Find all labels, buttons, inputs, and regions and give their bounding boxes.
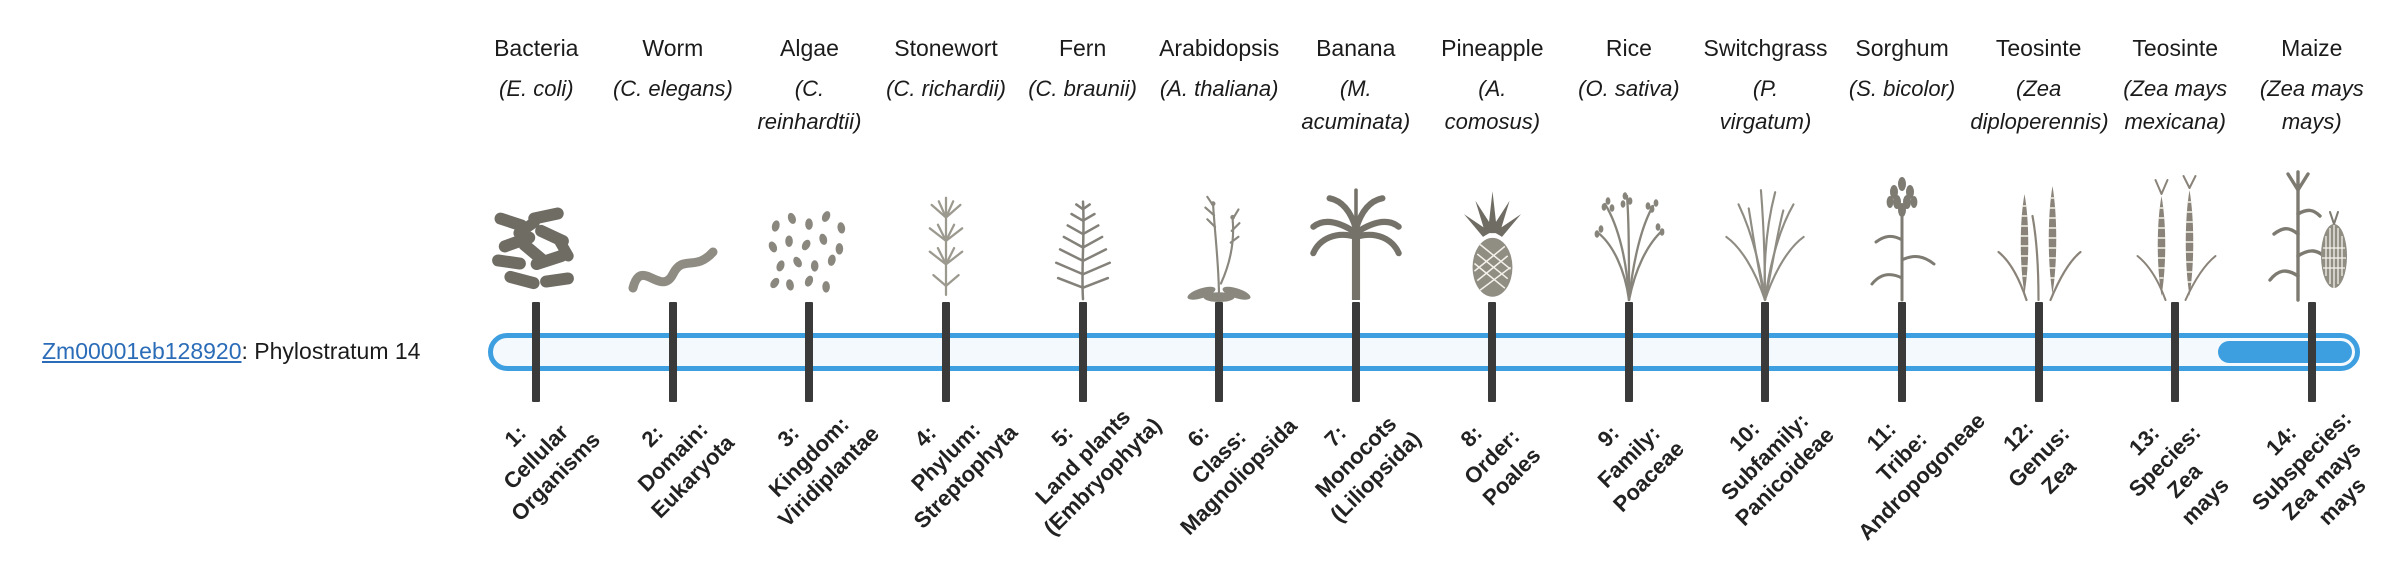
organism-name: Teosinte — [2132, 35, 2219, 61]
phylostratum-column-9: Rice (O. sativa) — [1561, 34, 1698, 574]
organism-name: Sorghum — [1855, 35, 1949, 61]
stonewort-icon — [878, 148, 1015, 302]
sorghum-icon — [1834, 148, 1971, 302]
organism-scientific-name: (O. sativa) — [1578, 76, 1680, 101]
tick-mark — [1078, 302, 1087, 402]
phylostratum-column-11: Sorghum (S. bicolor) — [1834, 34, 1990, 574]
teosinte-mexicana-icon — [2107, 148, 2244, 302]
phylostratum-column-8: Pineapple (A. comosus) — [1424, 34, 1561, 574]
organism-scientific-name: (Zea mays mexicana) — [2123, 76, 2228, 134]
organism-name: Maize — [2281, 35, 2343, 61]
tick-mark — [2171, 302, 2180, 402]
organism-name: Teosinte — [1995, 35, 2082, 61]
tick-mark — [2034, 302, 2043, 402]
stratum-label: 3: Kingdom: Viridiplantae — [763, 411, 885, 532]
organism-name: Rice — [1605, 35, 1652, 61]
organism-scientific-name: (S. bicolor) — [1848, 76, 1956, 101]
phylostratum-column-7: Banana (M. acuminata) — [1287, 34, 1425, 574]
bacteria-icon — [468, 148, 605, 302]
timeline-bar — [488, 333, 2360, 371]
phylostratum-column-6: Arabidopsis (A. thaliana) — [1151, 34, 1302, 574]
organism-scientific-name: (C. reinhardtii) — [757, 76, 862, 134]
organism-scientific-name: (Zea mays mays) — [2259, 76, 2364, 134]
organism-name: Banana — [1316, 35, 1396, 61]
rice-icon — [1561, 148, 1698, 302]
phylostratum-column-13: Teosinte (Zea mays mexicana) — [2107, 34, 2244, 574]
timeline-bar-filled-segment — [2218, 341, 2352, 363]
tick-mark — [1488, 302, 1497, 402]
organism-scientific-name: (C. elegans) — [612, 76, 733, 101]
tick-mark — [668, 302, 677, 402]
phylostratum-column-2: Worm (C. elegans) 2: Domain: Eukaryota — [605, 34, 742, 574]
phylostratum-column-1: Bacteria (E. coli) — [468, 34, 605, 574]
phylostratum-columns: Bacteria (E. coli) — [468, 34, 2380, 574]
organism-scientific-name: (E. coli) — [499, 76, 574, 101]
arabidopsis-icon — [1151, 148, 1288, 302]
stratum-label: 1: Cellular Organisms — [498, 418, 606, 527]
gene-label: Zm00001eb128920: Phylostratum 14 — [42, 338, 420, 365]
organism-name: Stonewort — [894, 35, 998, 61]
phylostratum-column-5: Fern (C. braunii) — [1014, 34, 1166, 574]
tick-mark — [532, 302, 541, 402]
teosinte-diploperennis-icon — [1970, 148, 2107, 302]
phylostratum-column-3: Algae (C. reinhardtii) — [741, 34, 884, 574]
stratum-label: 13: Species: Zea mays — [2123, 419, 2234, 530]
organism-scientific-name: (Zea diploperennis) — [1970, 76, 2109, 134]
organism-scientific-name: (C. braunii) — [1028, 76, 1137, 101]
organism-name: Bacteria — [494, 35, 579, 61]
stratum-label: 4: Phylum: Streptophyta — [905, 416, 1023, 534]
phylostratum-column-10: Switchgrass (P. virgatum) — [1697, 34, 1840, 574]
organism-name: Arabidopsis — [1159, 35, 1280, 61]
tick-mark — [1215, 302, 1224, 402]
phylostrata-timeline: Bacteria (E. coli) — [468, 34, 2380, 574]
organism-scientific-name: (C. richardii) — [886, 76, 1006, 101]
phylostratum-text: : Phylostratum 14 — [241, 338, 421, 364]
tick-mark — [2307, 302, 2316, 402]
tick-mark — [1624, 302, 1633, 402]
maize-icon — [2244, 148, 2381, 302]
tick-mark — [805, 302, 814, 402]
organism-name: Algae — [780, 35, 839, 61]
stratum-label: 7: Monocots (Liliopsida) — [1309, 410, 1426, 527]
stratum-label: 10: Subfamily: Panicoideae — [1716, 407, 1840, 531]
organism-name: Pineapple — [1441, 35, 1544, 61]
organism-scientific-name: (A. comosus) — [1444, 76, 1541, 134]
stratum-label: 9: Family: Poaceae — [1592, 420, 1689, 517]
stratum-label: 14: Subspecies: Zea mays mays — [2246, 405, 2371, 530]
switchgrass-icon — [1697, 148, 1834, 302]
phylostratum-column-14: Maize (Zea mays mays) — [2244, 34, 2381, 574]
organism-name: Switchgrass — [1703, 35, 1828, 61]
gene-id-link[interactable]: Zm00001eb128920 — [42, 338, 242, 364]
organism-scientific-name: (P. virgatum) — [1719, 76, 1812, 134]
organism-name: Worm — [642, 35, 704, 61]
stratum-label: 5: Land plants (Embryophyta) — [1029, 403, 1166, 541]
tick-mark — [1898, 302, 1907, 402]
stratum-label: 6: Class: Magnoliopsida — [1175, 413, 1303, 540]
stratum-label: 2: Domain: Eukaryota — [632, 416, 739, 523]
stratum-label: 12: Genus: Zea — [1997, 416, 2081, 499]
organism-name: Fern — [1058, 35, 1107, 61]
tick-mark — [942, 302, 951, 402]
worm-icon — [605, 148, 742, 302]
banana-icon — [1287, 148, 1424, 302]
tick-mark — [1351, 302, 1360, 402]
organism-scientific-name: (A. thaliana) — [1159, 76, 1279, 101]
phylostratum-column-4: Stonewort (C. richardii) 4: Phylum — [878, 34, 1022, 574]
stratum-label: 8: Order: Poales — [1455, 420, 1546, 511]
phylostratum-column-12: Teosinte (Zea diploperennis) — [1970, 34, 2109, 574]
pineapple-icon — [1424, 148, 1561, 302]
tick-mark — [1761, 302, 1770, 402]
fern-icon — [1014, 148, 1151, 302]
algae-icon — [741, 148, 878, 302]
organism-scientific-name: (M. acuminata) — [1301, 76, 1411, 134]
